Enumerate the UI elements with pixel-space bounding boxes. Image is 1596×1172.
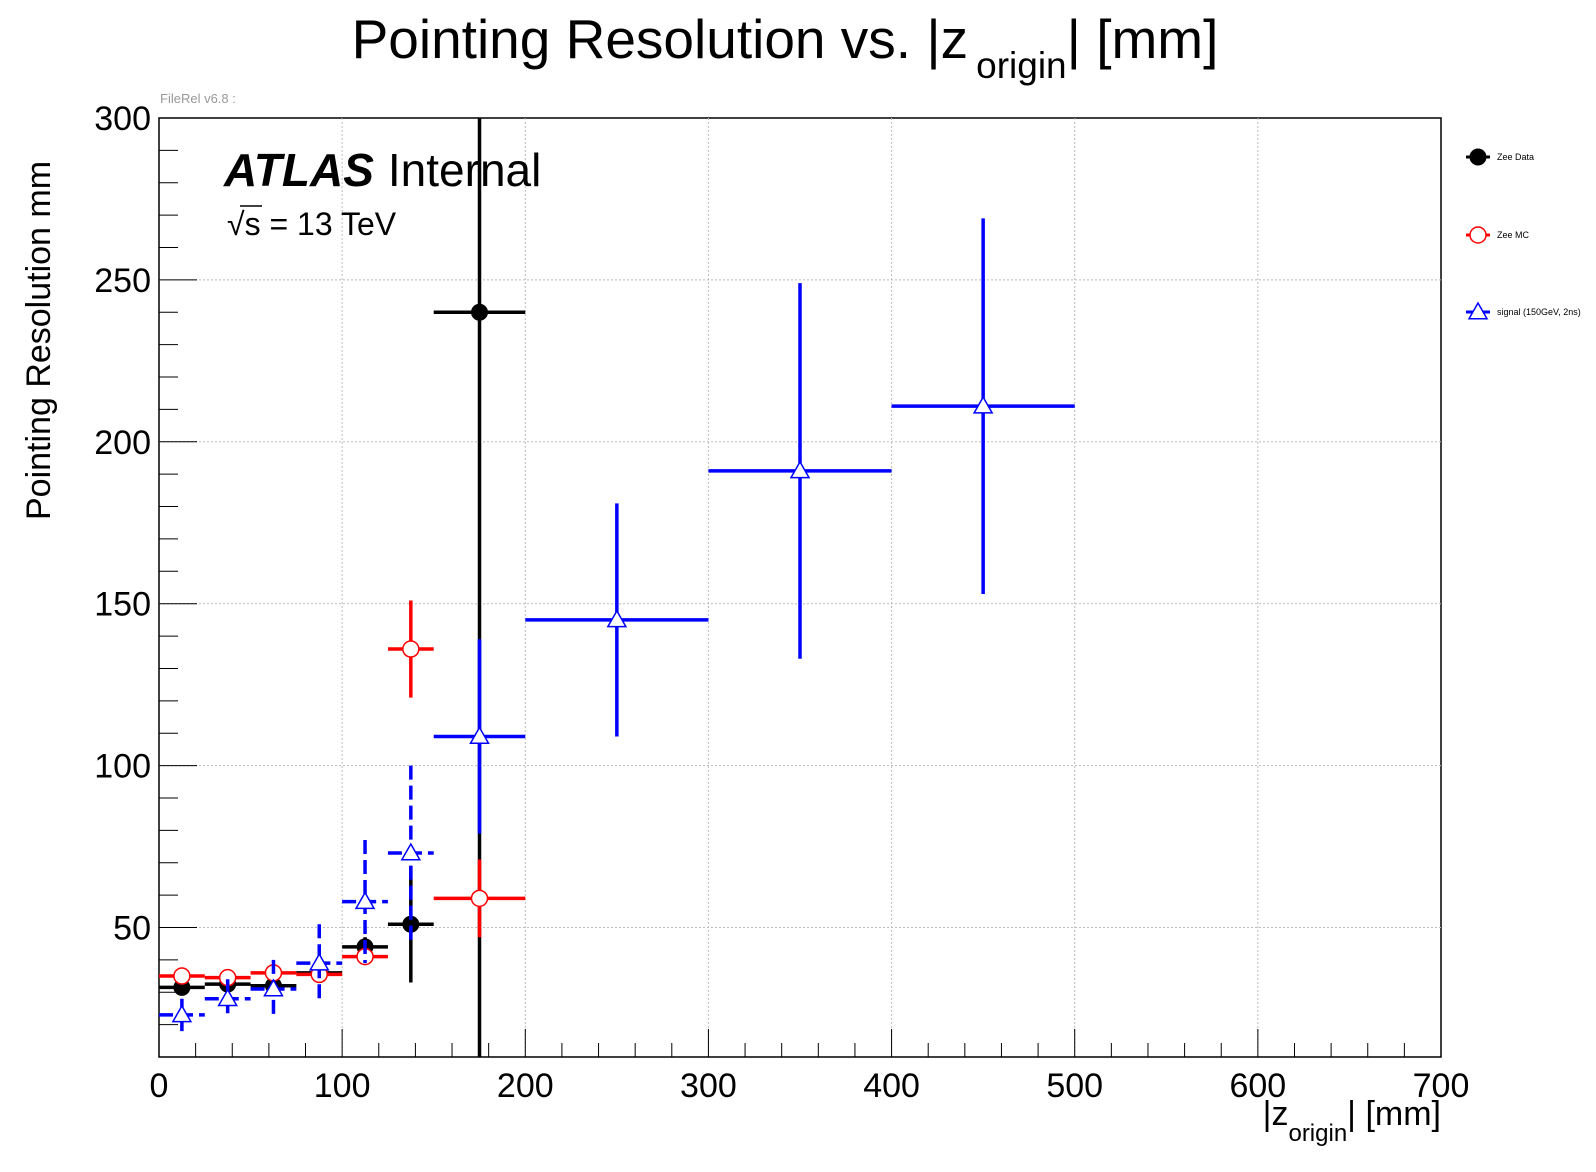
x-tick-label: 700 [1413,1067,1470,1105]
y-tick-label: 100 [94,748,151,786]
y-tick-label: 50 [113,909,151,947]
legend-item: Zee MC [1466,226,1530,244]
x-tick-label: 600 [1229,1067,1286,1105]
y-tick-label: 150 [94,586,151,624]
x-tick-label: 100 [314,1067,371,1105]
data-point [606,609,628,628]
plot-frame [158,117,1442,1058]
legend-item: signal (150GeV, 2ns) [1466,301,1581,320]
legend-label: signal (150GeV, 2ns) [1497,307,1581,317]
data-point [308,952,330,971]
x-tick-label: 400 [863,1067,920,1105]
chart-title: Pointing Resolution vs. |z origin| [mm] [352,8,1219,86]
data-point [469,725,490,744]
x-tick-label: 200 [497,1067,554,1105]
energy-label: √s = 13 TeV [227,206,397,242]
legend-label: Zee MC [1497,230,1530,240]
data-point [471,303,488,321]
series-signal-150gev-2ns [159,218,1075,1032]
y-tick-label: 200 [94,424,151,462]
legend: Zee Data Zee MC signal (150GeV, 2ns) [1466,148,1581,320]
tick-labels: 0 100 200 300 400 500 600 700 50 100 150 200 250 300 [94,100,1469,1105]
legend-label: Zee Data [1497,152,1534,162]
axis-ticks [158,117,1442,1057]
legend-marker [1467,301,1489,320]
data-point [972,395,994,414]
x-axis-title: |zorigin| [mm] [1263,1095,1441,1147]
data-point [400,842,422,861]
grid [159,118,1441,1057]
data-point [789,460,811,479]
x-tick-label: 300 [680,1067,737,1105]
data-point [171,1004,193,1023]
data-point [263,978,284,997]
data-point [354,891,376,910]
data-series [159,118,1075,1057]
legend-marker [1469,148,1487,166]
legend-marker [1469,226,1487,244]
data-point [173,967,191,985]
data-point [402,640,420,658]
x-tick-label: 500 [1046,1067,1103,1105]
y-tick-label: 300 [94,100,151,138]
y-tick-label: 250 [94,262,151,300]
data-point [217,988,238,1007]
y-axis-title: Pointing Resolution mm [20,161,58,520]
x-tick-label: 0 [150,1067,169,1105]
data-point [470,889,489,908]
legend-item: Zee Data [1466,148,1534,166]
version-label: FileRel v6.8 : [160,91,236,106]
atlas-label: ATLAS Internal [223,144,541,196]
